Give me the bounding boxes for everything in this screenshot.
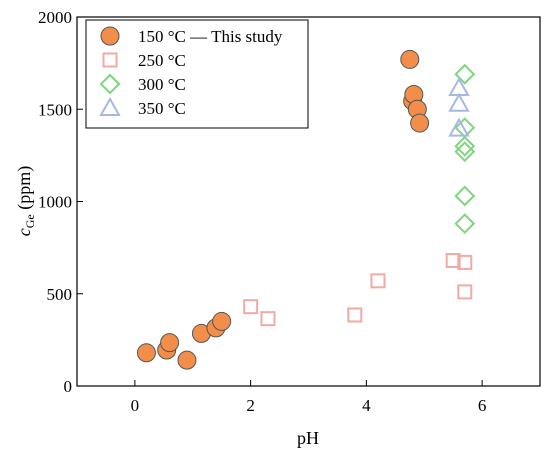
data-points-layer [136, 49, 476, 370]
axes-layer: 0 2 4 6 0 500 1000 1500 2000 [38, 8, 541, 415]
data-point-series-1 [410, 113, 430, 133]
y-axis-title-sub: Ge [23, 214, 37, 228]
y-tick-label: 1000 [38, 193, 72, 212]
legend-frame [85, 19, 309, 129]
data-point-series-2 [457, 284, 473, 300]
legend-marker-series-1 [100, 26, 120, 46]
data-point-series-1 [136, 343, 156, 363]
data-point-series-3 [454, 135, 476, 157]
y-tick-label: 1500 [38, 100, 72, 119]
data-point-series-1 [212, 311, 232, 331]
y-tick-label: 500 [47, 285, 73, 304]
legend-marker-series-2 [102, 52, 118, 68]
y-tick-label: 2000 [38, 8, 72, 27]
data-point-series-2 [347, 307, 363, 323]
y-axis-title-unit: (ppm) [14, 166, 35, 215]
data-point-series-3 [454, 213, 476, 235]
legend-label-series-2: 250 °C [138, 51, 186, 70]
x-tick-label: 0 [131, 396, 140, 415]
legend-label-series-1: 150 °C — This study [138, 27, 283, 46]
data-point-series-2 [260, 311, 276, 327]
data-point-series-2 [243, 299, 259, 315]
data-point-series-3 [454, 141, 476, 163]
x-axis-title: pH [297, 428, 319, 448]
data-point-series-2 [457, 254, 473, 270]
data-point-series-3 [454, 185, 476, 207]
data-point-series-1 [160, 333, 180, 353]
x-tick-label: 4 [362, 396, 371, 415]
labels-layer: pH cGe (ppm) [14, 166, 319, 448]
data-point-series-3 [454, 63, 476, 85]
data-point-series-2 [445, 253, 461, 269]
data-point-series-2 [370, 273, 386, 289]
legend-label-series-4: 350 °C [138, 99, 186, 118]
y-axis-title: cGe (ppm) [14, 166, 37, 237]
legend: 150 °C — This study 250 °C 300 °C 350 °C [85, 19, 309, 129]
y-axis-title-main: c [14, 228, 34, 236]
x-tick-label: 2 [246, 396, 255, 415]
data-point-series-1 [177, 350, 197, 370]
x-tick-label: 6 [478, 396, 487, 415]
data-point-series-4 [448, 117, 470, 137]
legend-marker-series-3 [99, 73, 121, 95]
legend-label-series-3: 300 °C [138, 75, 186, 94]
legend-marker-series-4 [99, 96, 121, 116]
data-point-series-1 [400, 49, 420, 69]
data-point-series-4 [448, 92, 470, 112]
y-tick-label: 0 [64, 377, 73, 396]
